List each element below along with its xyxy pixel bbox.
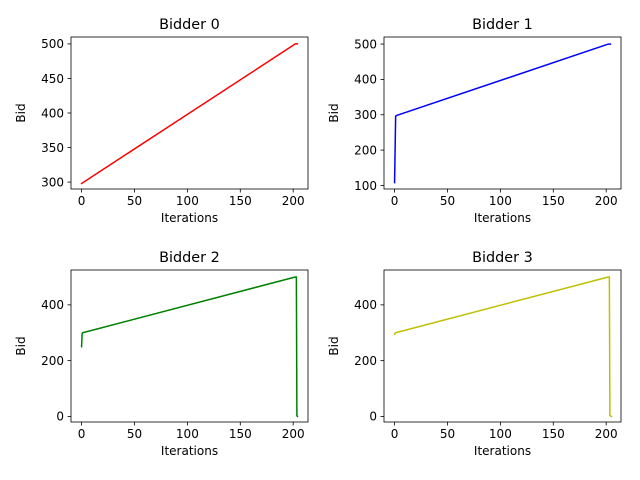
y-axis-label: Bid [14,103,28,122]
y-axis-label: Bid [14,336,28,355]
y-tick-label: 400 [41,298,64,312]
x-tick-label: 50 [440,427,455,441]
x-axis-label: Iterations [161,211,218,225]
plot-frame [70,269,309,423]
plot-frame [383,269,622,423]
chart-title: Bidder 3 [472,250,533,266]
chart-title: Bidder 0 [159,17,220,33]
y-tick-label: 500 [354,37,377,51]
chart-title: Bidder 2 [159,250,220,266]
y-tick-label: 200 [354,143,377,157]
x-tick-label: 200 [595,194,618,208]
series-line [393,276,613,418]
y-tick-label: 400 [354,73,377,87]
x-axis-label: Iterations [161,444,218,458]
plot-frame [383,36,622,190]
x-tick-label: 0 [391,194,399,208]
y-tick-label: 200 [41,354,64,368]
x-axis-label: Iterations [474,211,531,225]
x-axis-label: Iterations [474,444,531,458]
x-tick-label: 50 [440,194,455,208]
x-tick-label: 100 [489,427,512,441]
subplot-2: 0 50 100 150 200 0 200 400 Bidder 2 Iterations Bid [14,250,309,458]
x-tick-label: 200 [595,427,618,441]
x-tick-label: 50 [127,427,142,441]
y-tick-label: 350 [41,141,64,155]
x-tick-label: 150 [542,427,565,441]
x-tick-label: 100 [176,427,199,441]
y-tick-label: 500 [41,37,64,51]
x-tick-label: 50 [127,194,142,208]
y-axis-label: Bid [327,103,341,122]
x-tick-label: 0 [78,194,86,208]
subplot-3: 0 50 100 150 200 0 200 400 Bidder 3 Iterations Bid [327,250,622,458]
y-tick-label: 400 [41,106,64,120]
subplot-1: 0 50 100 150 200 100 200 300 400 500 Bidder 1 Itera… [327,17,622,225]
series-line [393,43,612,184]
y-tick-label: 300 [41,175,64,189]
x-tick-label: 100 [489,194,512,208]
y-tick-label: 200 [354,354,377,368]
subplot-0: 0 50 100 150 200 300 350 400 450 500 Bidder 0 Itera… [14,17,309,225]
y-tick-label: 0 [369,410,377,424]
y-axis-label: Bid [327,336,341,355]
y-tick-label: 400 [354,298,377,312]
x-tick-label: 150 [229,194,252,208]
x-tick-label: 150 [229,427,252,441]
y-tick-label: 300 [354,108,377,122]
chart-title: Bidder 1 [472,17,533,33]
series-line [80,276,299,418]
x-tick-label: 150 [542,194,565,208]
x-tick-label: 100 [176,194,199,208]
y-tick-label: 0 [56,410,64,424]
y-tick-label: 100 [354,179,377,193]
y-tick-label: 450 [41,72,64,86]
x-tick-label: 200 [282,194,305,208]
x-tick-label: 0 [78,427,86,441]
x-tick-label: 0 [391,427,399,441]
x-tick-label: 200 [282,427,305,441]
series-line [80,43,299,185]
